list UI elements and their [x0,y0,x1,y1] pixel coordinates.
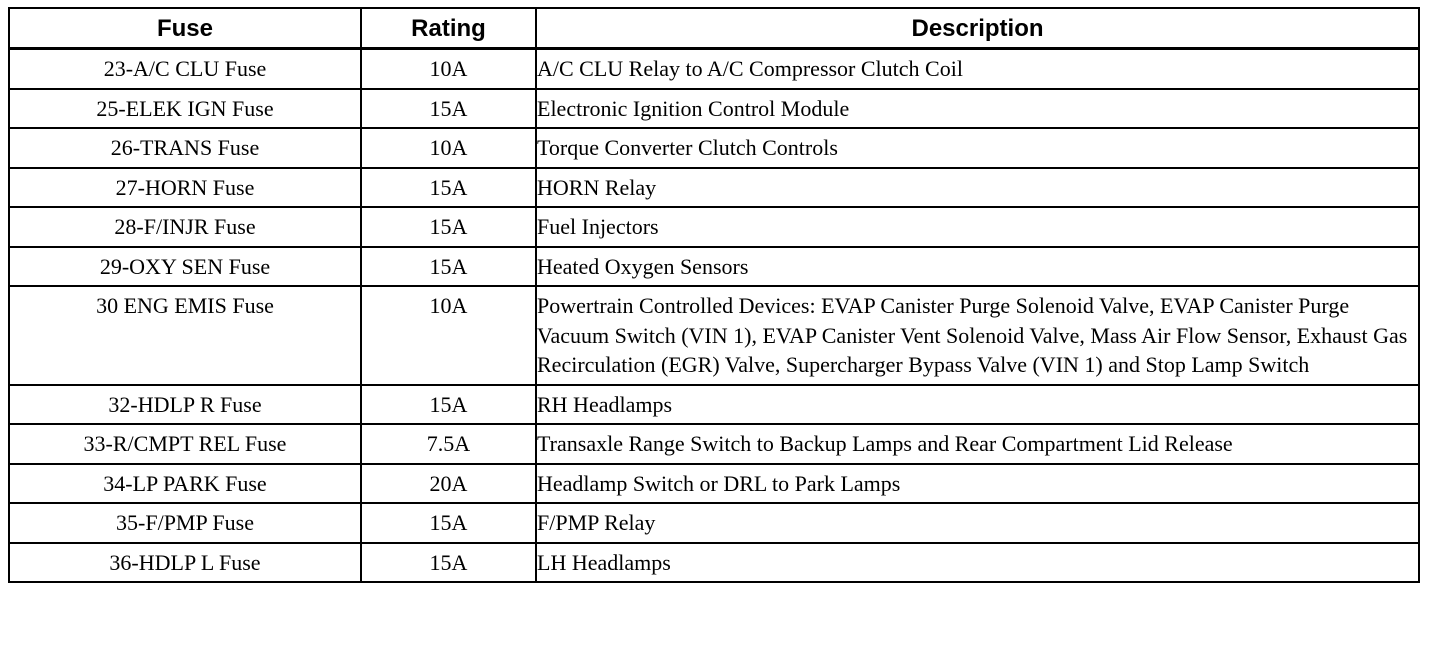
description-cell: Headlamp Switch or DRL to Park Lamps [535,462,1420,504]
rating-cell: 15A [360,166,537,208]
description-cell: Electronic Ignition Control Module [535,87,1420,129]
fuse-cell: 25-ELEK IGN Fuse [8,87,362,129]
header-description: Description [535,7,1420,50]
table-row: 26-TRANS Fuse 10A Torque Converter Clutc… [8,127,1420,169]
rating-cell: 15A [360,87,537,129]
description-cell: A/C CLU Relay to A/C Compressor Clutch C… [535,47,1420,90]
rating-cell: 20A [360,462,537,504]
table-body: 23-A/C CLU Fuse 10A A/C CLU Relay to A/C… [8,47,1420,583]
fuse-cell: 29-OXY SEN Fuse [8,245,362,287]
fuse-cell: 36-HDLP L Fuse [8,541,362,583]
fuse-cell: 30 ENG EMIS Fuse [8,285,362,386]
description-cell: Powertrain Controlled Devices: EVAP Cani… [535,285,1420,386]
fuse-cell: 28-F/INJR Fuse [8,206,362,248]
table-row: 36-HDLP L Fuse 15A LH Headlamps [8,541,1420,583]
table-row: 25-ELEK IGN Fuse 15A Electronic Ignition… [8,87,1420,129]
description-cell: Transaxle Range Switch to Backup Lamps a… [535,423,1420,465]
description-cell: HORN Relay [535,166,1420,208]
table-row: 27-HORN Fuse 15A HORN Relay [8,166,1420,208]
fuse-cell: 33-R/CMPT REL Fuse [8,423,362,465]
description-cell: Heated Oxygen Sensors [535,245,1420,287]
fuse-cell: 27-HORN Fuse [8,166,362,208]
rating-cell: 10A [360,127,537,169]
rating-cell: 15A [360,245,537,287]
fuse-table: Fuse Rating Description 23-A/C CLU Fuse … [8,7,1420,583]
table-row: 30 ENG EMIS Fuse 10A Powertrain Controll… [8,285,1420,386]
description-cell: F/PMP Relay [535,502,1420,544]
rating-cell: 15A [360,541,537,583]
table-row: 35-F/PMP Fuse 15A F/PMP Relay [8,502,1420,544]
table-row: 29-OXY SEN Fuse 15A Heated Oxygen Sensor… [8,245,1420,287]
rating-cell: 15A [360,502,537,544]
description-cell: RH Headlamps [535,383,1420,425]
fuse-cell: 26-TRANS Fuse [8,127,362,169]
rating-cell: 10A [360,47,537,90]
rating-cell: 7.5A [360,423,537,465]
fuse-cell: 32-HDLP R Fuse [8,383,362,425]
description-cell: Torque Converter Clutch Controls [535,127,1420,169]
header-row: Fuse Rating Description [8,7,1420,50]
table-header: Fuse Rating Description [8,7,1420,50]
fuse-cell: 23-A/C CLU Fuse [8,47,362,90]
rating-cell: 15A [360,206,537,248]
description-cell: LH Headlamps [535,541,1420,583]
description-cell: Fuel Injectors [535,206,1420,248]
fuse-cell: 34-LP PARK Fuse [8,462,362,504]
table-row: 34-LP PARK Fuse 20A Headlamp Switch or D… [8,462,1420,504]
table-row: 33-R/CMPT REL Fuse 7.5A Transaxle Range … [8,423,1420,465]
table-row: 32-HDLP R Fuse 15A RH Headlamps [8,383,1420,425]
header-rating: Rating [360,7,537,50]
rating-cell: 15A [360,383,537,425]
header-fuse: Fuse [8,7,362,50]
table-row: 28-F/INJR Fuse 15A Fuel Injectors [8,206,1420,248]
fuse-cell: 35-F/PMP Fuse [8,502,362,544]
rating-cell: 10A [360,285,537,386]
table-row: 23-A/C CLU Fuse 10A A/C CLU Relay to A/C… [8,47,1420,90]
